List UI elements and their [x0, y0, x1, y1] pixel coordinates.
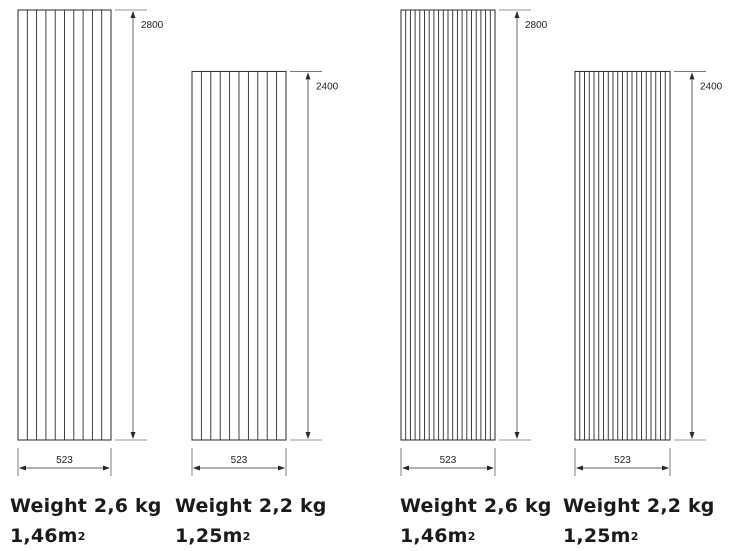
panel-1-weight: Weight 2,6 kg	[10, 495, 162, 517]
panel-1-height-label: 2800	[141, 20, 164, 31]
panel-2-weight: Weight 2,2 kg	[175, 495, 327, 517]
panel-3-height-arrow-top	[514, 11, 520, 18]
panel-1-width-arrow-left	[19, 465, 26, 471]
panel-1-height-arrow-top	[130, 11, 136, 18]
panel-3-width-label: 523	[440, 455, 457, 466]
panel-1-spec: Weight 2,6 kg 1,46m2	[10, 491, 162, 551]
panel-3-height-label: 2800	[525, 20, 548, 31]
panel-1-width-label: 523	[56, 455, 73, 466]
panel-2-height-arrow-bottom	[305, 432, 311, 439]
panel-3-width-arrow-left	[402, 465, 409, 471]
panel-2-height-arrow-top	[305, 72, 311, 80]
panel-3-weight: Weight 2,6 kg	[400, 495, 552, 517]
panel-2-width-label: 523	[231, 455, 248, 466]
panel-4-height-arrow-bottom	[689, 432, 695, 439]
panel-3-height-arrow-bottom	[514, 432, 520, 439]
panel-4-width-arrow-right	[662, 465, 669, 471]
panel-2-width-arrow-right	[278, 465, 285, 471]
panel-4-width-label: 523	[614, 455, 631, 466]
panel-2-width-arrow-left	[193, 465, 200, 471]
panel-3-spec: Weight 2,6 kg 1,46m2	[400, 491, 552, 551]
panel-1-width-arrow-right	[103, 465, 110, 471]
panel-2-area: 1,25m2	[175, 525, 251, 547]
panel-4-height-label: 2400	[700, 81, 723, 92]
panel-1-height-arrow-bottom	[130, 432, 136, 439]
panel-3-area: 1,46m2	[400, 525, 476, 547]
panel-4-spec: Weight 2,2 kg 1,25m2	[563, 491, 715, 551]
panel-1-area: 1,46m2	[10, 525, 86, 547]
panel-3-width-arrow-right	[487, 465, 494, 471]
panel-2-spec: Weight 2,2 kg 1,25m2	[175, 491, 327, 551]
panel-2-height-label: 2400	[316, 81, 339, 92]
panel-4-weight: Weight 2,2 kg	[563, 495, 715, 517]
panel-4-height-arrow-top	[689, 72, 695, 80]
panel-4-width-arrow-left	[576, 465, 583, 471]
panel-4-area: 1,25m2	[563, 525, 639, 547]
